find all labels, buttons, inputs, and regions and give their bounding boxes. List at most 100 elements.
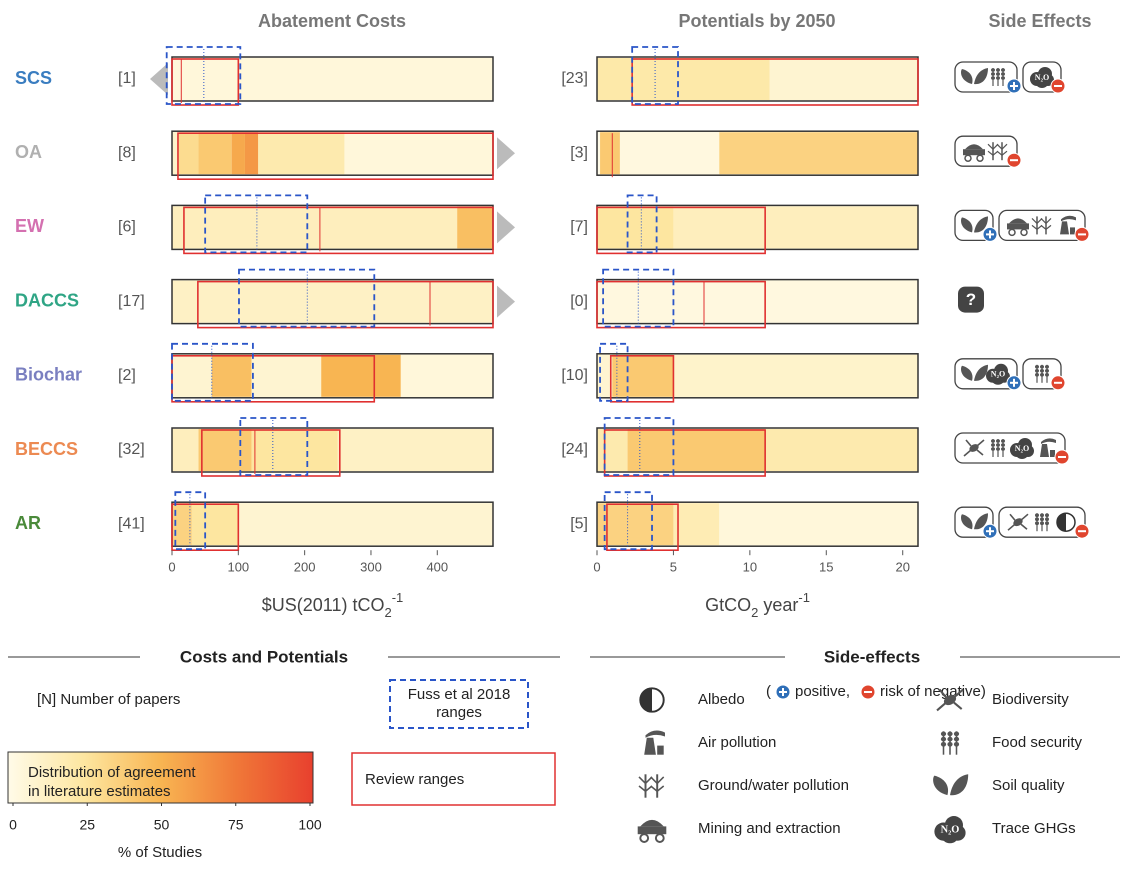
icon-grain (1045, 369, 1049, 373)
heat-segment (198, 132, 232, 175)
x-axis-label-part: GtCO (705, 595, 751, 615)
icon-grain (1040, 521, 1044, 525)
legend-title: Side-effects (824, 647, 920, 666)
icon-grain (1040, 513, 1044, 517)
legend-item: Food security (992, 734, 1083, 751)
heat-segment (178, 132, 199, 175)
side-effects: N₂O (954, 432, 1070, 465)
heat-segment (765, 429, 918, 471)
legend-icon: N₂O (934, 816, 966, 844)
icon-grain (1035, 373, 1039, 377)
icon-grain (1045, 517, 1049, 521)
unknown-label: ? (966, 290, 976, 309)
icon-legs (1007, 513, 1029, 531)
heat-segment (258, 132, 345, 175)
review-range (609, 354, 675, 403)
x-tick-label: 0 (593, 560, 600, 575)
paper-count: [23] (561, 70, 588, 87)
side-effects: N₂O (954, 358, 1066, 391)
fuss-range (599, 342, 629, 402)
legend-icon (644, 730, 665, 755)
x-tick-label: 100 (227, 560, 249, 575)
icon-grain (1035, 521, 1039, 525)
legend-text: Review ranges (365, 771, 464, 788)
icon-grain (940, 736, 947, 742)
heat-segment (719, 132, 918, 175)
legend-icon (638, 774, 665, 798)
heat-segment (172, 280, 493, 323)
icon-grain (996, 76, 1000, 80)
icon-grain (1045, 365, 1049, 369)
heat-segment (198, 429, 252, 471)
strip-frame (596, 353, 919, 399)
icon-grain (947, 731, 953, 737)
fuss-range (603, 491, 653, 551)
icon-grain (1001, 447, 1005, 451)
heat-segment (172, 429, 199, 471)
legend-item: Albedo (698, 691, 745, 708)
icon-grain (1001, 439, 1005, 443)
heat-segment (172, 132, 179, 175)
icon-albedo-half (640, 688, 652, 712)
x-tick-label: 400 (426, 560, 448, 575)
icon-cloud (940, 825, 960, 844)
legend-text: risk of negative) (880, 683, 986, 700)
paper-count: [17] (118, 293, 145, 310)
legend-icon (637, 819, 667, 843)
side-effects (954, 506, 1090, 539)
icon-cart (637, 826, 667, 835)
x-tick-label: 0 (168, 560, 175, 575)
icon-frog (943, 694, 957, 706)
icon-wheel (976, 154, 984, 162)
icon-leaf (974, 513, 988, 530)
review-range (177, 132, 494, 180)
heat-segment (597, 354, 613, 397)
x-tick-label: 200 (294, 560, 316, 575)
icon-frog (969, 444, 979, 452)
icon-grain (991, 439, 995, 443)
icon-grain (953, 736, 960, 742)
legend-icon (940, 731, 960, 755)
heat-segment (400, 354, 493, 397)
heat-segment (172, 354, 212, 397)
heat-segment (769, 58, 918, 100)
panel-title: Abatement Costs (258, 11, 406, 31)
row-name: EW (15, 216, 44, 236)
icon-grain (947, 736, 953, 742)
heat-segment (321, 354, 401, 397)
paper-count: [6] (118, 219, 136, 236)
icon-branch (996, 143, 1008, 156)
paper-count: [2] (118, 367, 136, 384)
icon-leaf (974, 216, 988, 233)
icon-cart (1007, 223, 1029, 230)
panel-title: Potentials by 2050 (678, 11, 835, 31)
icon-n2o: N₂O (1035, 73, 1049, 82)
icon-grain (1045, 521, 1049, 525)
strip-frame (596, 501, 919, 547)
overflow-arrow (497, 285, 515, 318)
x-tick-label: 20 (895, 560, 909, 575)
heat-segment (673, 503, 720, 546)
row-name: AR (15, 513, 41, 533)
color-tick-label: 0 (9, 817, 17, 833)
legend-item: Biodiversity (992, 691, 1069, 708)
fuss-range (171, 342, 254, 402)
strip-frame (596, 427, 919, 473)
x-axis-label-part: 2 (384, 605, 391, 620)
legend-axis: % of Studies (118, 844, 202, 861)
color-tick-label: 25 (79, 817, 95, 833)
overflow-arrow (497, 137, 515, 170)
heat-segment (211, 354, 252, 397)
icon-grain (991, 76, 995, 80)
unknown-box (958, 286, 984, 313)
row-name: BECCS (15, 439, 78, 459)
icon-wheel (964, 154, 972, 162)
icon-grain (940, 741, 947, 747)
icon-branch (638, 776, 653, 793)
row-name: DACCS (15, 290, 79, 310)
paper-count: [8] (118, 144, 136, 161)
icon-grain (1001, 72, 1005, 76)
review-range (183, 206, 494, 255)
heat-segment (251, 354, 322, 397)
icon-grain (953, 741, 960, 747)
